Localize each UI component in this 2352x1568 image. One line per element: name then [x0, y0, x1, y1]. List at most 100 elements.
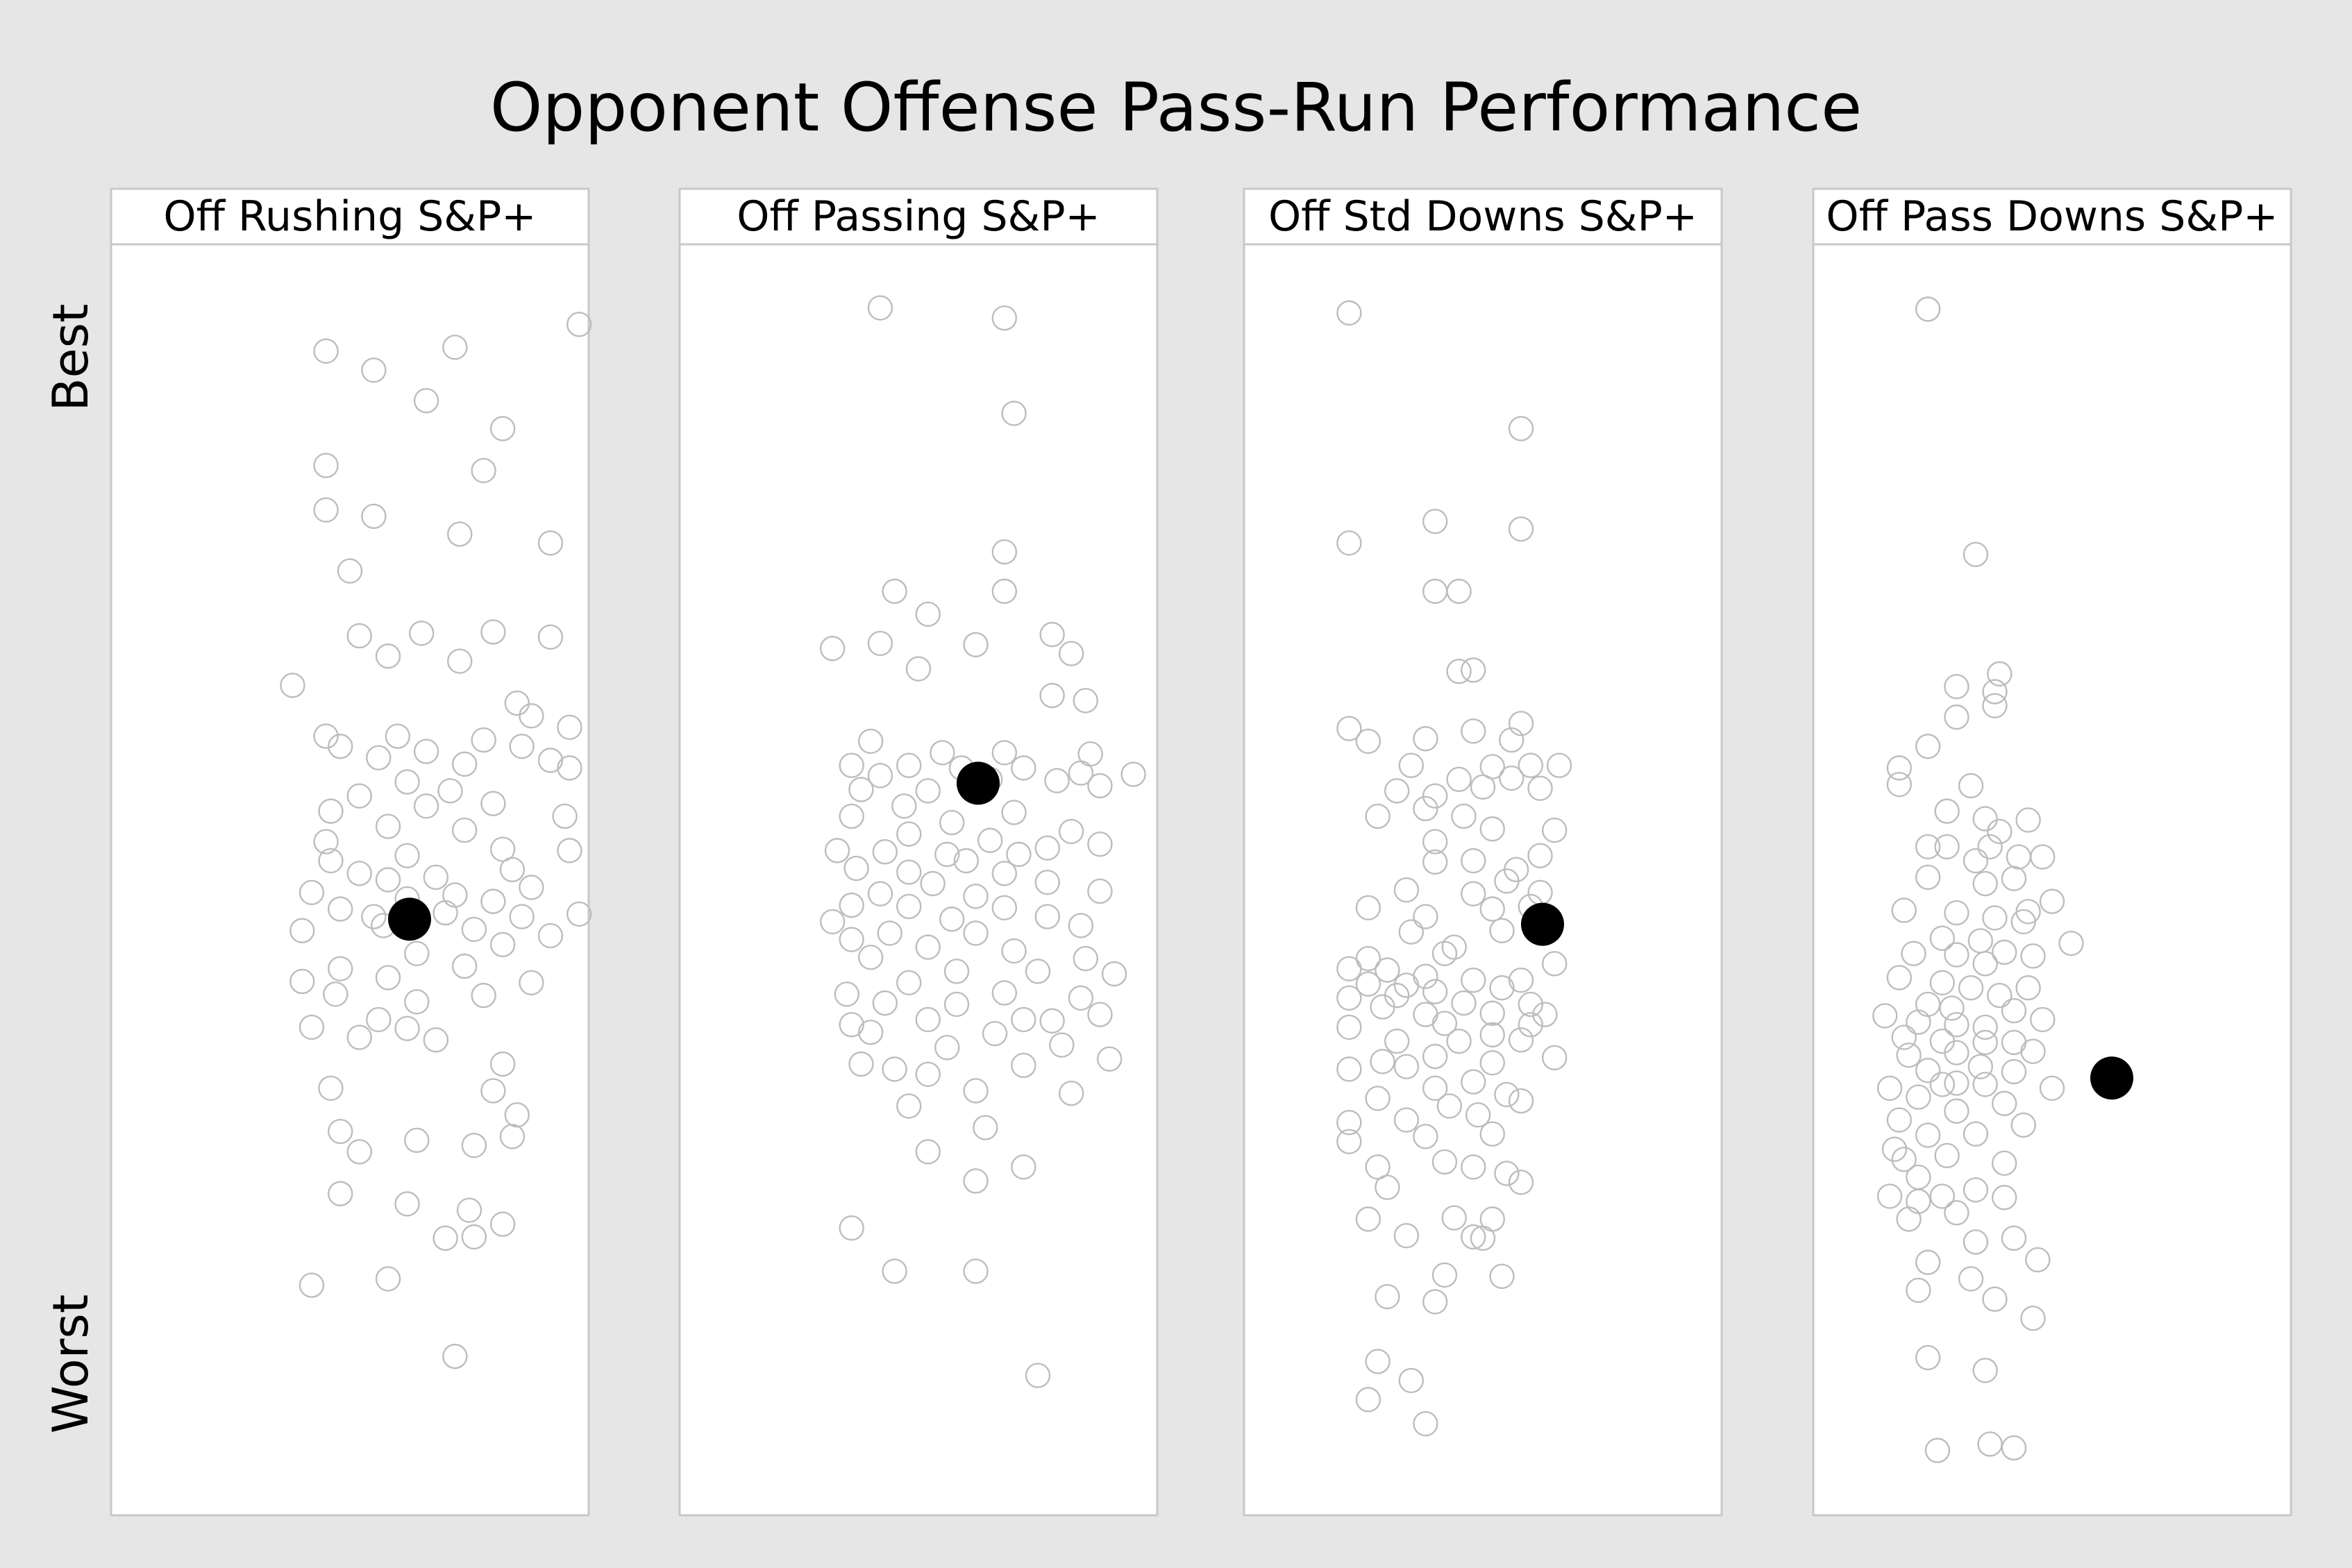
data-point-opponent	[1336, 1056, 1362, 1082]
data-point-opponent	[1375, 957, 1400, 983]
data-point-opponent	[328, 896, 353, 922]
data-point-opponent	[2001, 866, 2027, 891]
data-point-opponent	[977, 827, 1003, 853]
data-point-opponent	[839, 752, 864, 778]
data-point-opponent	[442, 1343, 468, 1369]
data-point-opponent	[1087, 1002, 1113, 1027]
data-point-opponent	[973, 1115, 998, 1140]
data-point-opponent	[361, 503, 387, 530]
data-point-opponent	[1355, 895, 1381, 920]
data-point-opponent	[1508, 1170, 1534, 1195]
data-point-opponent	[519, 875, 544, 900]
data-point-opponent	[375, 643, 401, 669]
data-point-opponent	[1431, 1011, 1458, 1036]
data-point-opponent	[404, 941, 430, 966]
data-point-opponent	[1039, 621, 1065, 648]
data-point-opponent	[318, 798, 344, 824]
data-point-opponent	[346, 783, 372, 809]
panel-header	[678, 187, 1159, 246]
data-point-opponent	[857, 944, 884, 970]
data-point-opponent	[1924, 1438, 1951, 1463]
data-point-opponent	[896, 859, 922, 885]
data-point-opponent	[323, 981, 348, 1007]
data-point-opponent	[1991, 939, 2017, 966]
data-point-opponent	[1011, 1006, 1036, 1033]
data-point-opponent	[442, 335, 468, 360]
data-point-opponent	[1336, 1129, 1362, 1154]
data-point-opponent	[1518, 752, 1544, 778]
data-point-opponent	[1479, 1000, 1505, 1026]
data-point-opponent	[1977, 834, 2003, 860]
data-point-opponent	[1508, 1088, 1534, 1114]
data-point-opponent	[839, 1012, 864, 1038]
data-point-opponent	[1963, 848, 1989, 874]
data-point-opponent	[1011, 1154, 1036, 1180]
data-point-opponent	[1465, 1102, 1491, 1128]
data-point-opponent	[1508, 711, 1534, 736]
data-point-opponent	[451, 817, 478, 843]
data-point-opponent	[557, 838, 582, 863]
data-point-opponent	[882, 1056, 907, 1082]
data-point-opponent	[1987, 982, 2013, 1009]
data-point-opponent	[1958, 1266, 1984, 1292]
data-point-opponent	[1982, 905, 2008, 931]
data-point-opponent	[394, 843, 420, 868]
data-point-opponent	[1422, 783, 1448, 809]
data-point-opponent	[1929, 970, 1955, 996]
data-point-opponent	[1906, 1277, 1931, 1304]
data-point-opponent	[375, 867, 401, 893]
data-point-opponent	[1944, 1070, 1969, 1096]
data-point-opponent	[915, 1006, 941, 1033]
data-point-highlight	[2090, 1056, 2133, 1100]
data-point-opponent	[1972, 1014, 1998, 1040]
data-point-opponent	[839, 927, 864, 952]
data-point-opponent	[1384, 1028, 1410, 1054]
data-point-opponent	[1886, 755, 1913, 781]
data-point-opponent	[1355, 1206, 1381, 1232]
data-point-opponent	[1944, 1040, 1969, 1065]
data-point-opponent	[1446, 659, 1472, 684]
data-point-opponent	[471, 982, 496, 1009]
data-point-opponent	[1896, 1206, 1922, 1232]
y-axis-label-best: Best	[42, 303, 99, 411]
data-point-opponent	[566, 312, 592, 337]
data-point-opponent	[1398, 752, 1425, 778]
data-point-opponent	[1039, 682, 1065, 709]
data-point-opponent	[1915, 864, 1941, 891]
data-point-opponent	[896, 752, 922, 778]
data-point-opponent	[1365, 1154, 1391, 1180]
data-point-opponent	[1541, 1045, 1568, 1071]
data-point-opponent	[1446, 766, 1472, 793]
data-point-opponent	[819, 636, 846, 661]
data-point-opponent	[963, 1258, 989, 1284]
data-point-opponent	[1461, 657, 1486, 683]
panel-3: Off Std Downs S&P+	[1243, 187, 1723, 1517]
data-point-opponent	[461, 1132, 487, 1158]
data-point-opponent	[1527, 775, 1553, 801]
data-point-opponent	[1489, 1263, 1515, 1289]
data-point-opponent	[432, 900, 458, 926]
data-point-opponent	[1929, 1183, 1955, 1209]
data-point-opponent	[2001, 1059, 2027, 1085]
data-point-opponent	[1958, 975, 1984, 1001]
data-point-opponent	[299, 879, 325, 906]
data-point-opponent	[1527, 843, 1553, 868]
data-point-opponent	[1944, 673, 1969, 700]
data-point-opponent	[1431, 941, 1458, 966]
data-point-opponent	[1034, 835, 1060, 861]
data-point-opponent	[1096, 1046, 1123, 1072]
data-point-opponent	[2020, 1305, 2046, 1331]
data-point-opponent	[1906, 1084, 1931, 1110]
data-point-opponent	[557, 714, 582, 740]
data-point-opponent	[1982, 1286, 2008, 1312]
data-point-opponent	[1958, 773, 1984, 799]
data-point-opponent	[1886, 1107, 1913, 1133]
data-point-opponent	[1461, 967, 1486, 993]
data-point-opponent	[1546, 752, 1572, 778]
data-point-opponent	[489, 1051, 516, 1077]
data-point-opponent	[1413, 726, 1438, 752]
data-point-opponent	[1393, 877, 1420, 903]
data-point-opponent	[1461, 1224, 1486, 1250]
data-point-opponent	[843, 855, 869, 882]
panel-header-label: Off Std Downs S&P+	[1268, 192, 1697, 241]
